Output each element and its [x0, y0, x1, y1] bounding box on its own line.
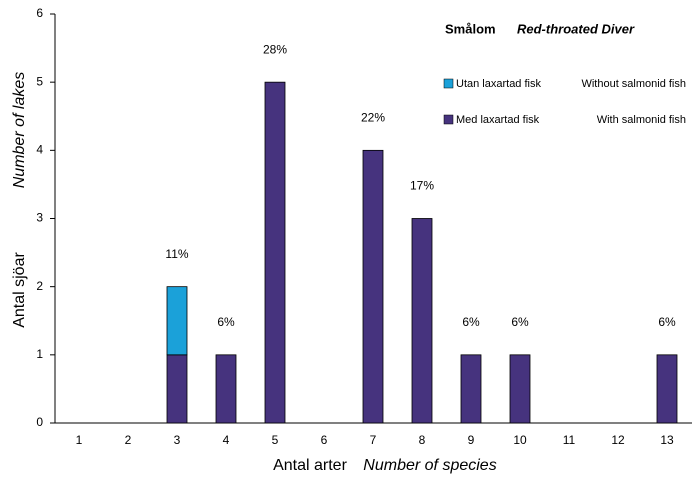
bar-segment: [166, 354, 188, 424]
x-tick-label: 4: [223, 433, 230, 447]
legend-label: Med laxartad fisk: [456, 114, 540, 126]
x-tick-label: 5: [272, 433, 279, 447]
percent-label: 28%: [263, 42, 287, 56]
legend-swatch: [443, 78, 454, 89]
x-tick-label: 2: [125, 433, 132, 447]
y-tick-label: 2: [36, 279, 43, 293]
x-tick-label: 3: [174, 433, 181, 447]
y-tick-label: 5: [36, 74, 43, 88]
percent-label: 6%: [462, 315, 480, 329]
y-tick-label: 6: [36, 6, 43, 20]
legend-label: Utan laxartad fisk: [456, 78, 541, 90]
y-tick-label: 4: [36, 143, 43, 157]
percent-label: 17%: [410, 179, 434, 193]
y-axis-label-en: Number of lakes: [11, 72, 28, 189]
chart-title: Smålom: [445, 21, 496, 36]
x-tick-label: 12: [611, 433, 625, 447]
chart-subtitle: Red-throated Diver: [517, 21, 635, 36]
legend-swatch: [443, 114, 454, 125]
bar-segment: [656, 354, 678, 424]
x-tick-label: 9: [468, 433, 475, 447]
x-axis-label-en: Number of species: [363, 457, 496, 474]
x-tick-label: 10: [513, 433, 527, 447]
bar-segment: [166, 286, 188, 356]
x-tick-label: 11: [563, 433, 576, 447]
legend-label-en: Without salmonid fish: [581, 78, 686, 90]
bar-segment: [215, 354, 237, 424]
y-tick-label: 1: [36, 347, 43, 361]
legend-label-en: With salmonid fish: [597, 114, 686, 126]
bar-segment: [264, 81, 286, 424]
x-tick-label: 8: [419, 433, 426, 447]
percent-label: 22%: [361, 111, 385, 125]
bar-segment: [460, 354, 482, 424]
bar-segment: [362, 149, 384, 424]
bar-segment: [411, 218, 433, 424]
y-tick-label: 0: [36, 415, 43, 429]
percent-label: 6%: [658, 315, 676, 329]
percent-label: 11%: [165, 247, 188, 261]
bar-segment: [509, 354, 531, 424]
x-tick-label: 13: [660, 433, 674, 447]
percent-label: 6%: [217, 315, 235, 329]
x-tick-label: 6: [321, 433, 328, 447]
x-tick-label: 1: [76, 433, 83, 447]
x-axis-label: Antal arter: [273, 457, 347, 474]
y-tick-label: 3: [36, 211, 43, 225]
x-tick-label: 7: [370, 433, 377, 447]
y-axis-label: Antal sjöar: [11, 252, 28, 328]
percent-label: 6%: [511, 315, 529, 329]
